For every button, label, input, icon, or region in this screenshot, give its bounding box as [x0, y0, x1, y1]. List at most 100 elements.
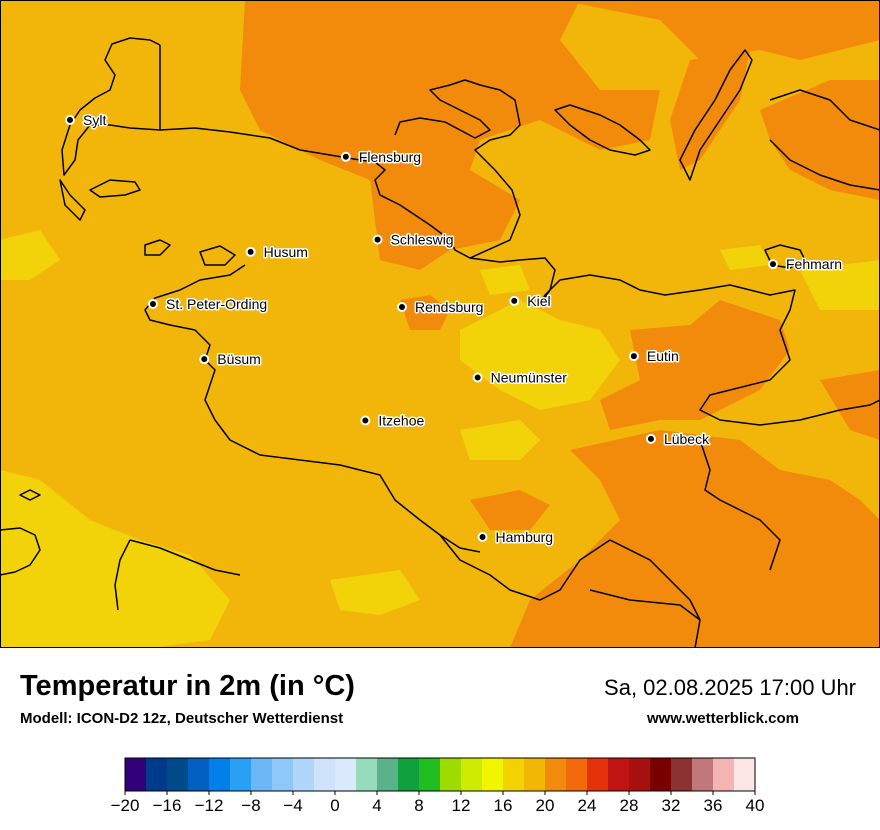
city-label: Rendsburg — [415, 299, 484, 315]
legend-swatch — [650, 758, 672, 791]
legend-swatch — [314, 758, 336, 791]
legend-tick-label: 36 — [704, 796, 723, 815]
website-link[interactable]: www.wetterblick.com — [647, 710, 799, 727]
city-dot — [245, 246, 256, 257]
legend-swatch — [251, 758, 273, 791]
legend-swatch — [671, 758, 693, 791]
legend-swatch — [482, 758, 504, 791]
city-label: Eutin — [647, 348, 679, 364]
city-dot — [396, 302, 407, 313]
city-label: Schleswig — [391, 232, 454, 248]
legend-frame — [124, 757, 756, 792]
legend-swatches — [124, 757, 756, 792]
coastlines — [0, 37, 880, 649]
city-label: Hamburg — [496, 529, 554, 545]
legend-swatch — [524, 758, 546, 791]
legend-ticks: −20 −16 −12 −8 −4 0 4 8 12 16 20 24 28 32 36 40 — [111, 791, 765, 815]
legend-swatch — [713, 758, 735, 791]
city-label: St. Peter-Ording — [166, 296, 267, 312]
legend-swatch — [335, 758, 357, 791]
city-dot — [477, 532, 488, 542]
city-marker: Kiel — [509, 291, 552, 310]
footer: Temperatur in 2m (in °C) Modell: ICON-D2… — [0, 648, 880, 830]
legend-swatch — [293, 758, 315, 791]
city-marker: Büsum — [199, 350, 262, 369]
legend-swatch — [230, 758, 252, 791]
legend-swatch — [734, 758, 756, 791]
legend-swatch — [461, 758, 483, 791]
legend-tick-label: 0 — [330, 796, 339, 815]
city-label: Flensburg — [359, 149, 421, 165]
city-dot — [65, 115, 75, 125]
city-dot — [645, 433, 656, 444]
legend-tick-label: 8 — [414, 796, 423, 815]
city-dot — [372, 234, 383, 245]
city-label: Kiel — [527, 293, 550, 309]
city-label: Itzehoe — [378, 412, 424, 428]
city-label: Fehmarn — [786, 256, 842, 272]
city-marker: Eutin — [628, 347, 680, 366]
city-label: Neumünster — [491, 370, 568, 386]
legend-swatch — [125, 758, 147, 791]
city-marker: Sylt — [65, 111, 108, 130]
legend-tick-label: −12 — [195, 796, 224, 815]
legend-swatch — [188, 758, 210, 791]
city-marker: Fehmarn — [768, 255, 844, 274]
legend-swatch — [356, 758, 378, 791]
model-subtitle: Modell: ICON-D2 12z, Deutscher Wetterdie… — [20, 710, 344, 727]
legend-tick-label: 12 — [452, 796, 471, 815]
legend-swatch — [545, 758, 567, 791]
city-dot — [147, 298, 158, 309]
legend-tick-label: −16 — [153, 796, 182, 815]
city-dot — [509, 295, 520, 306]
legend-tick-label: 20 — [536, 796, 555, 815]
legend-swatch — [566, 758, 588, 791]
legend-tick-label: 16 — [494, 796, 513, 815]
city-layer: Sylt Flensburg Schleswig Husum Fehmarn St. Pe… — [65, 111, 844, 547]
legend-tick-label: −4 — [283, 796, 302, 815]
legend-swatch — [440, 758, 462, 791]
legend-swatch — [398, 758, 420, 791]
city-label: Husum — [264, 244, 308, 260]
city-marker: Hamburg — [477, 528, 555, 547]
city-label: Lübeck — [664, 431, 710, 447]
legend-swatch — [503, 758, 525, 791]
city-dot — [340, 151, 351, 162]
legend-tick-label: −20 — [111, 796, 140, 815]
city-marker: Lübeck — [645, 429, 712, 448]
city-dot — [199, 354, 210, 365]
city-dot — [360, 415, 371, 426]
legend-tick-label: 24 — [578, 796, 597, 815]
city-marker: St. Peter-Ording — [147, 294, 269, 313]
forecast-datetime: Sa, 02.08.2025 17:00 Uhr — [604, 675, 856, 700]
city-marker: Flensburg — [340, 147, 423, 166]
legend-swatch — [167, 758, 189, 791]
city-marker: Rendsburg — [396, 298, 485, 317]
legend-swatch — [419, 758, 441, 791]
temperature-map-svg: Sylt Flensburg Schleswig Husum Fehmarn St. Pe… — [0, 0, 880, 649]
city-label: Büsum — [217, 351, 261, 367]
legend-swatch — [272, 758, 294, 791]
city-marker: Schleswig — [372, 230, 455, 249]
legend-swatch — [629, 758, 651, 791]
legend-swatch — [692, 758, 714, 791]
legend-swatch — [377, 758, 399, 791]
cool-zones — [0, 230, 880, 648]
city-dot — [768, 259, 778, 270]
legend-tick-label: 40 — [746, 796, 765, 815]
legend-swatch — [209, 758, 231, 791]
city-marker: Itzehoe — [360, 411, 426, 430]
city-marker: Husum — [245, 242, 309, 261]
map-title: Temperatur in 2m (in °C) — [20, 670, 355, 702]
city-marker: Neumünster — [472, 368, 569, 387]
city-dot — [472, 372, 483, 383]
weather-map: Sylt Flensburg Schleswig Husum Fehmarn St. Pe… — [0, 0, 880, 649]
legend-swatch — [146, 758, 168, 791]
color-scale-legend: −20 −16 −12 −8 −4 0 4 8 12 16 20 24 28 32 36 40 — [111, 757, 765, 815]
legend-swatch — [608, 758, 630, 791]
legend-swatch — [587, 758, 609, 791]
legend-tick-label: 4 — [372, 796, 381, 815]
city-dot — [628, 351, 639, 362]
city-label: Sylt — [83, 112, 106, 128]
legend-tick-label: 28 — [620, 796, 639, 815]
